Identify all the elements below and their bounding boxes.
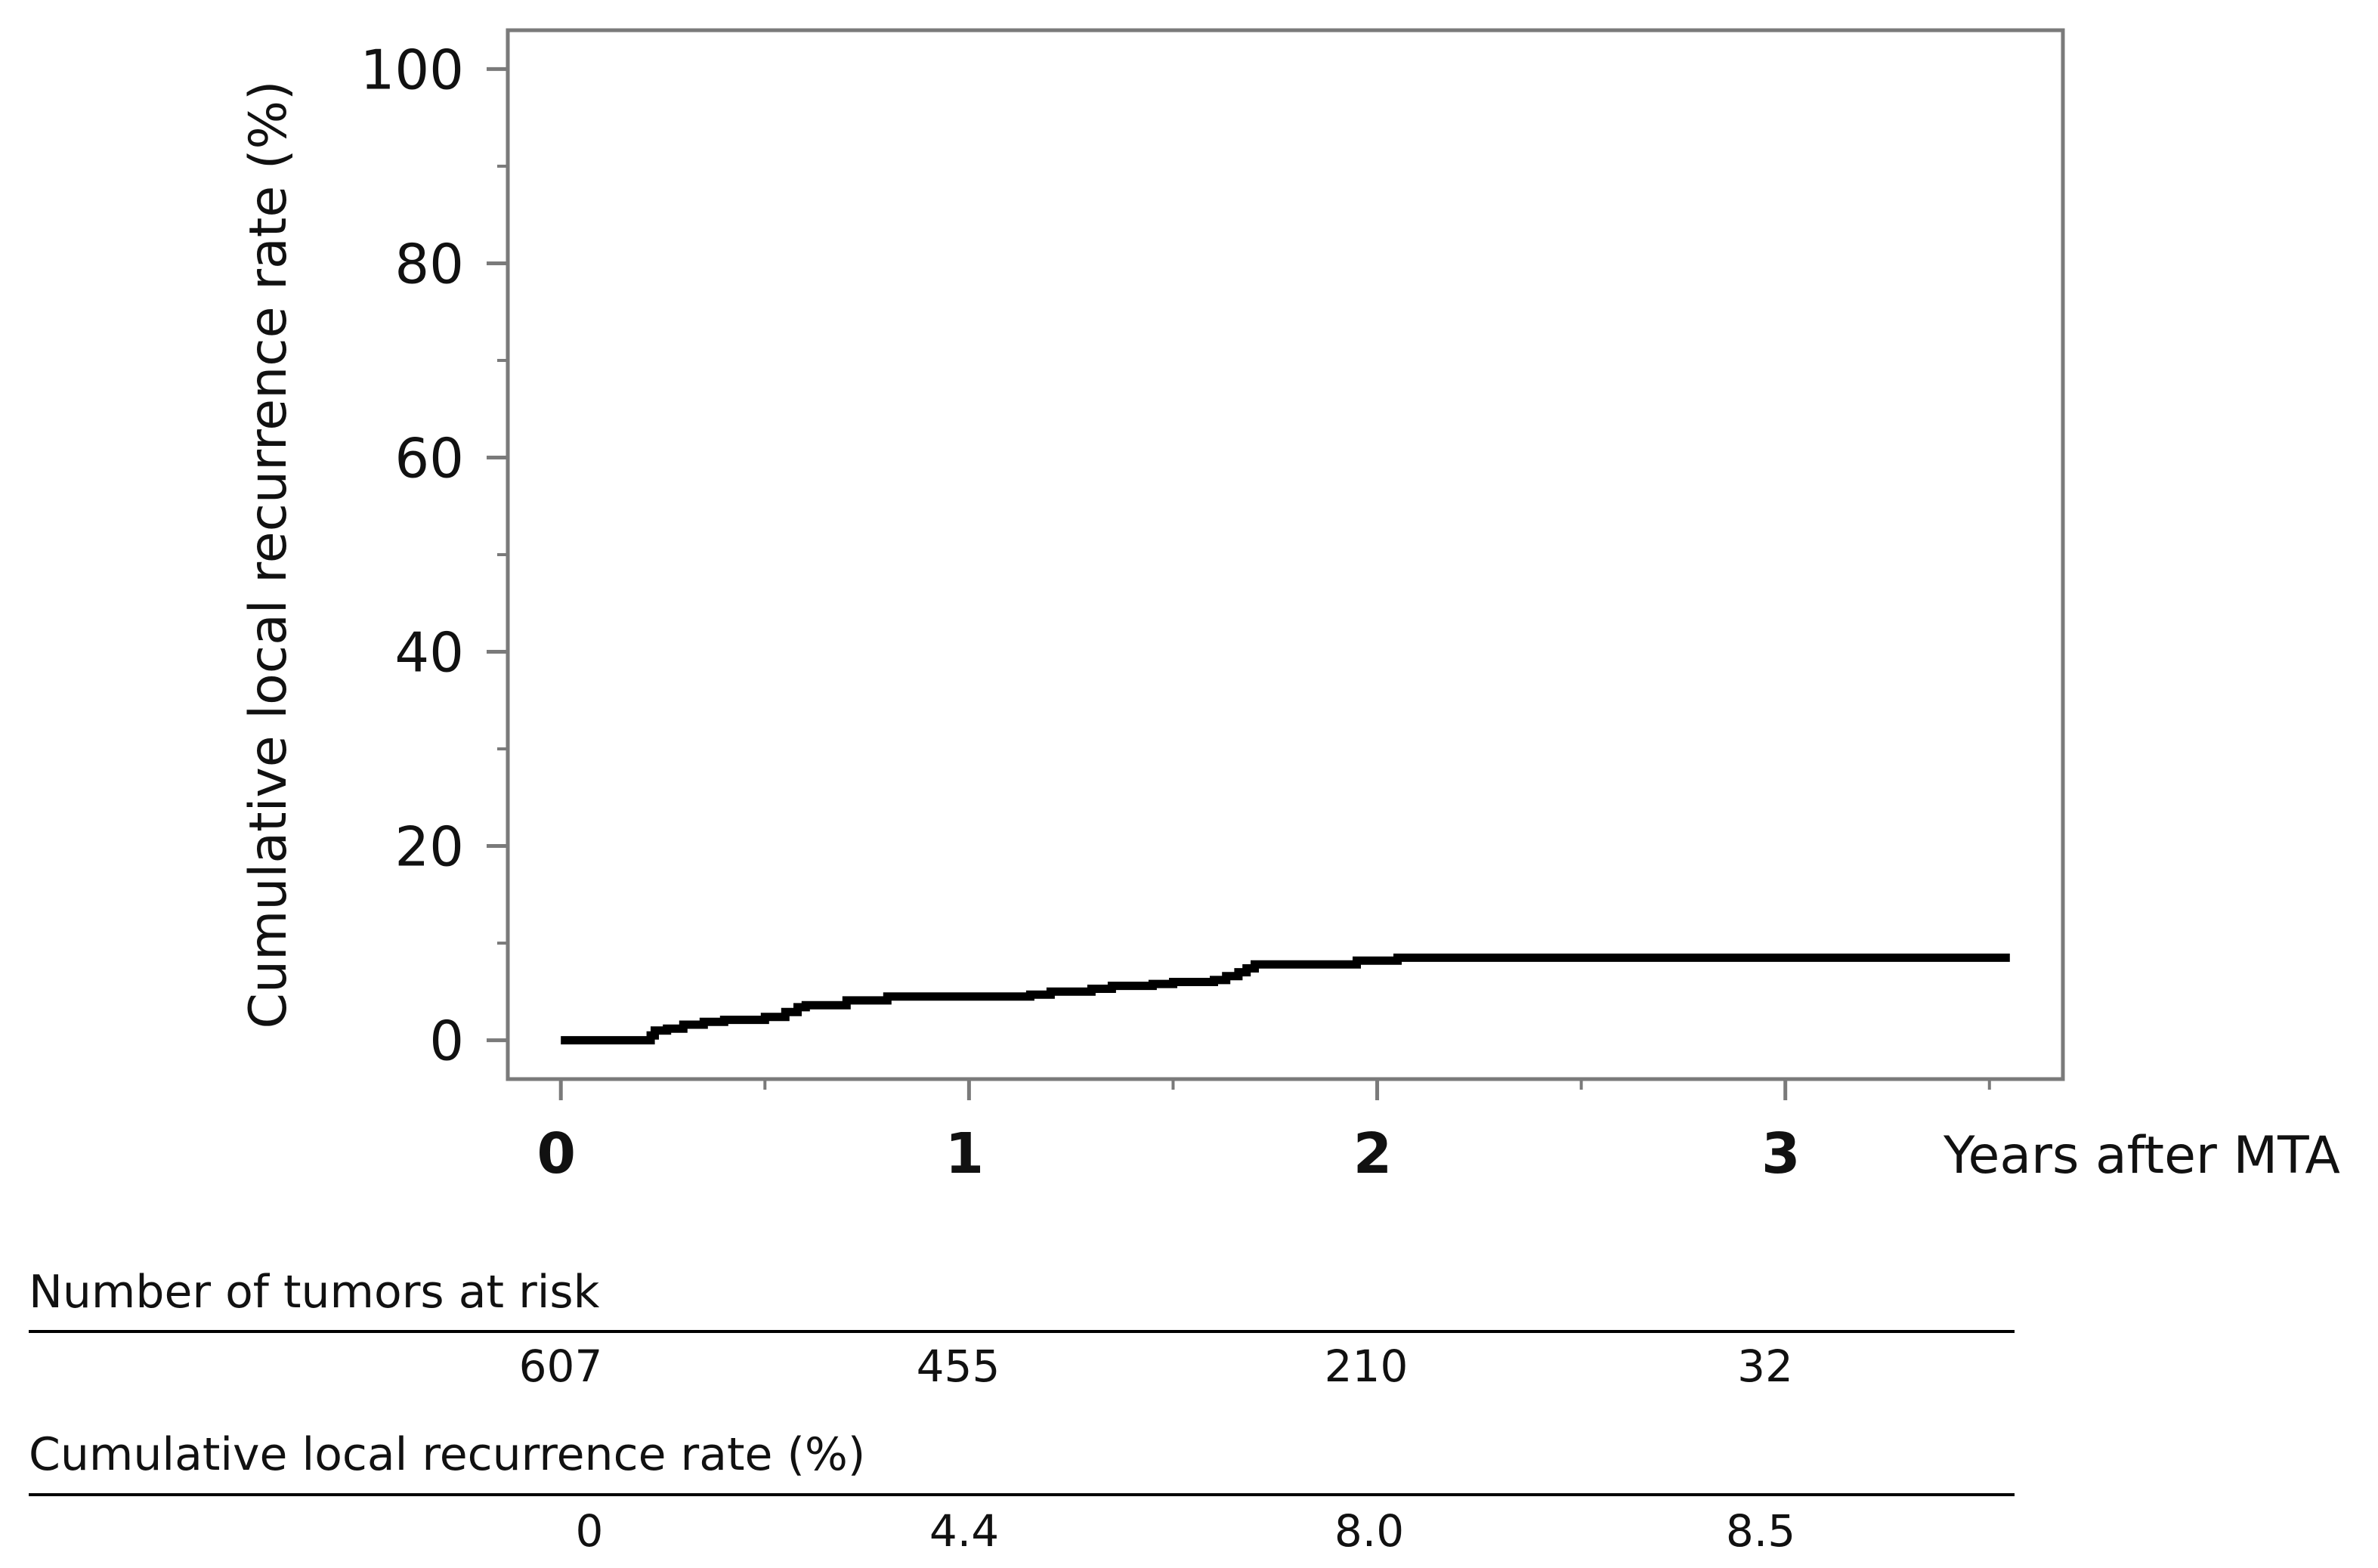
recurrence-rate-title: Cumulative local recurrence rate (%) bbox=[29, 1428, 865, 1481]
tumors-at-risk-value: 210 bbox=[1325, 1341, 1409, 1392]
y-tick-label: 0 bbox=[429, 1010, 464, 1073]
recurrence-rate-value: 0 bbox=[576, 1505, 604, 1557]
tumors-at-risk-value: 32 bbox=[1737, 1341, 1793, 1392]
series-line bbox=[561, 953, 2010, 1045]
y-tick-label: 20 bbox=[394, 815, 464, 879]
x-axis: 0 1 2 3 bbox=[537, 1079, 1991, 1186]
tumors-at-risk-value: 607 bbox=[519, 1341, 603, 1392]
tumors-at-risk-value: 455 bbox=[917, 1341, 1000, 1392]
plot-frame bbox=[506, 28, 2065, 1081]
y-tick-label: 100 bbox=[360, 38, 464, 101]
x-tick-label: 1 bbox=[945, 1121, 985, 1186]
x-tick-label: 3 bbox=[1761, 1121, 1801, 1186]
series-lines bbox=[561, 953, 2010, 1045]
x-tick-label: 0 bbox=[537, 1121, 576, 1186]
y-axis: 0 20 40 60 80 100 bbox=[360, 38, 508, 1073]
recurrence-rate-value: 8.5 bbox=[1726, 1505, 1795, 1557]
y-tick-label: 80 bbox=[394, 232, 464, 295]
x-tick-label: 2 bbox=[1353, 1121, 1393, 1186]
risk-table: Number of tumors at risk 607 455 210 32 … bbox=[29, 1266, 2015, 1557]
recurrence-rate-value: 8.0 bbox=[1334, 1505, 1404, 1557]
y-axis-title: Cumulative local recurrence rate (%) bbox=[239, 81, 298, 1029]
x-axis-title: Years after MTA bbox=[1943, 1126, 2340, 1186]
y-tick-label: 60 bbox=[394, 426, 464, 490]
y-tick-label: 40 bbox=[394, 621, 464, 685]
tumors-at-risk-title: Number of tumors at risk bbox=[29, 1266, 600, 1319]
recurrence-rate-value: 4.4 bbox=[929, 1505, 999, 1557]
